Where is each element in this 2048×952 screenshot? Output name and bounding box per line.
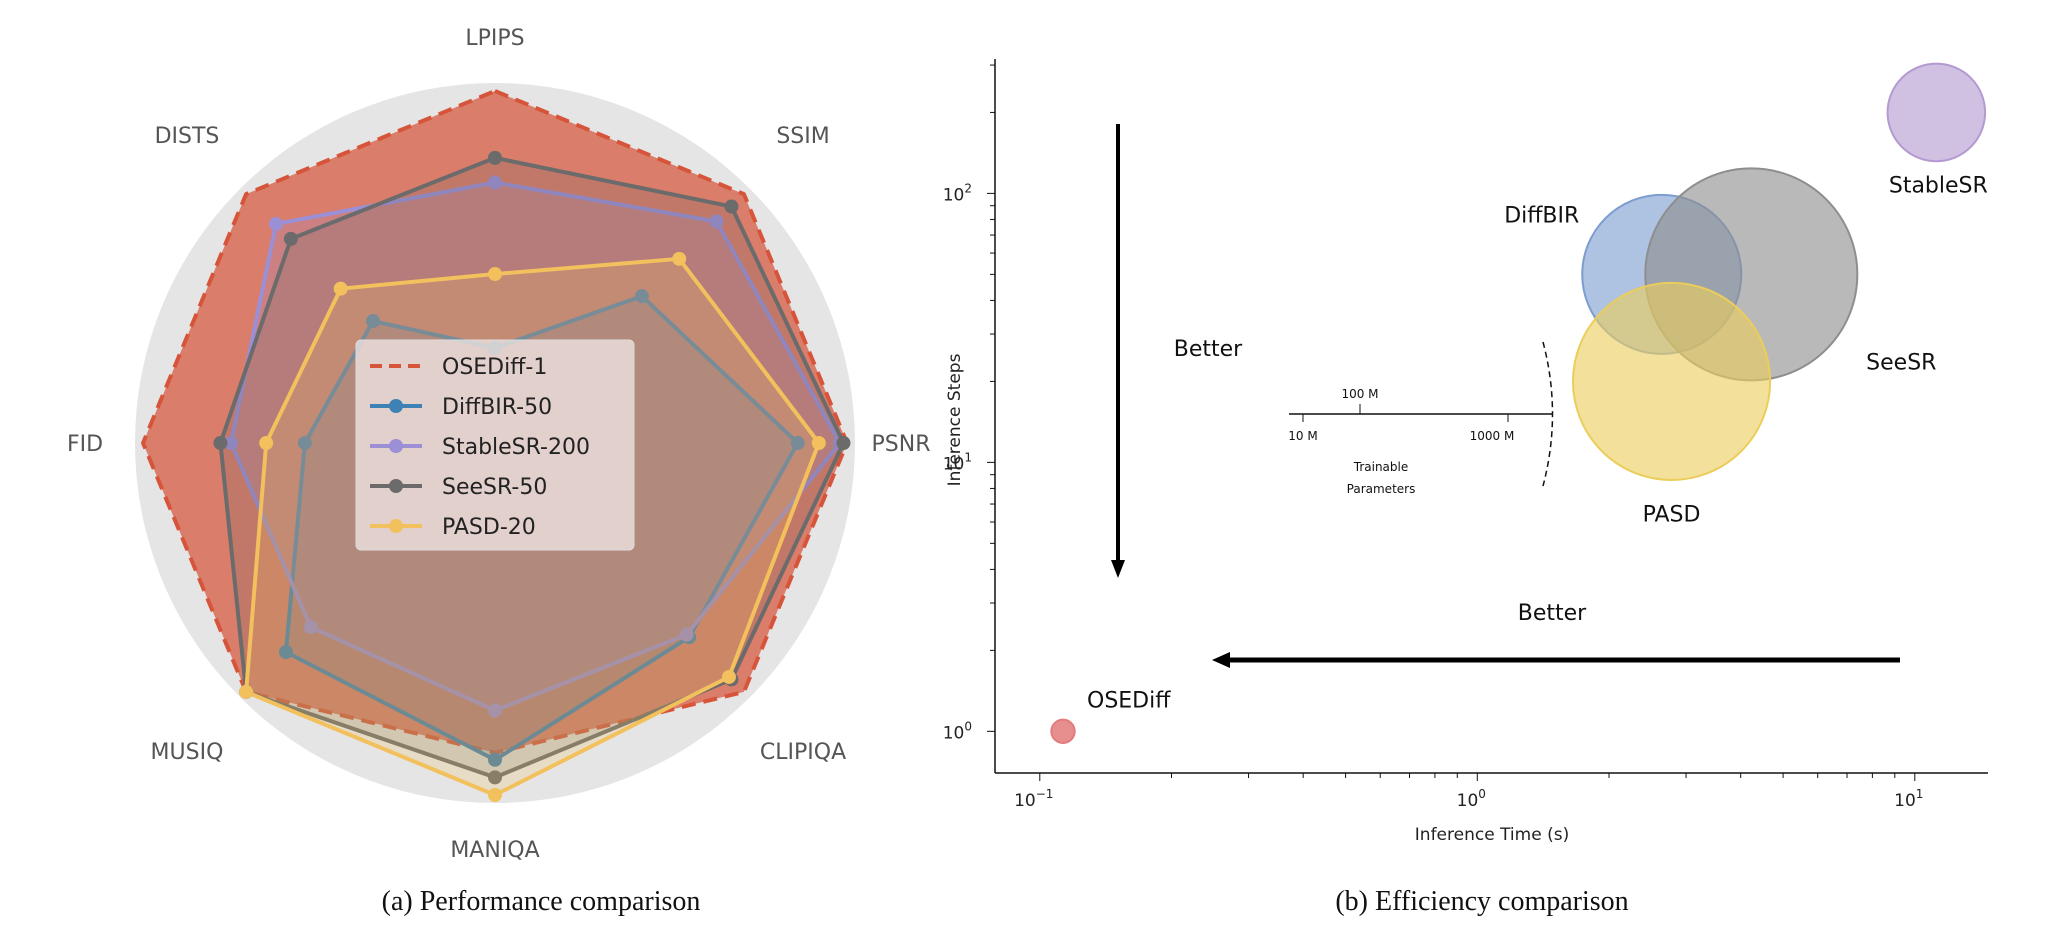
- radar-point-stablesr-200: [224, 436, 238, 450]
- caption-b: (b) Efficiency comparison: [1335, 886, 1628, 917]
- legend-marker: [389, 479, 403, 493]
- radar-point-stablesr-200: [488, 175, 502, 190]
- bubble-stablesr: [1886, 62, 1987, 163]
- caption-a: (a) Performance comparison: [382, 886, 701, 917]
- x-tick-label: 10−1: [1014, 787, 1053, 811]
- radar-point-seesr-50: [213, 436, 228, 450]
- legend-label: OSEDiff-1: [442, 355, 547, 380]
- size-legend-arc: [1542, 341, 1554, 487]
- radar-point-pasd-20: [488, 788, 502, 802]
- radar-axis-label: MUSIQ: [151, 740, 224, 765]
- radar-point-diffbir-50: [366, 314, 381, 329]
- radar-point-pasd-20: [333, 281, 348, 296]
- radar-point-pasd-20: [488, 267, 502, 282]
- radar-point-pasd-20: [239, 684, 254, 699]
- legend-marker: [389, 439, 403, 453]
- bubble-label-seesr: SeeSR: [1866, 350, 1936, 375]
- radar-point-pasd-20: [672, 251, 687, 266]
- legend-box: [355, 339, 635, 551]
- bubble-label-diffbir: DiffBIR: [1504, 203, 1579, 228]
- radar-point-seesr-50: [724, 199, 739, 214]
- legend-label: DiffBIR-50: [442, 395, 552, 420]
- size-legend: 10 M 100 M 1000 M Trainable Parameters: [1288, 341, 1554, 496]
- x-tick-label: 100: [1457, 787, 1486, 811]
- bubble-label-osediff: OSEDiff: [1087, 688, 1171, 713]
- radar-point-seesr-50: [488, 770, 502, 785]
- x-axis-label: Inference Time (s): [1415, 825, 1569, 845]
- size-legend-title-2: Parameters: [1347, 482, 1416, 496]
- legend-label: SeeSR-50: [442, 475, 547, 500]
- better-label-horizontal: Better: [1518, 601, 1587, 626]
- y-tick-label: 100: [943, 719, 972, 743]
- radar-chart: LPIPSSSIMPSNRCLIPIQAMANIQAMUSIQFIDDISTS …: [67, 26, 931, 863]
- radar-axis-label: DISTS: [155, 124, 220, 149]
- radar-point-diffbir-50: [297, 436, 312, 450]
- size-label-10m: 10 M: [1288, 429, 1317, 443]
- arrowhead-left: [1212, 652, 1230, 668]
- bubble-osediff: [1050, 718, 1076, 744]
- legend-label: PASD-20: [442, 515, 536, 540]
- radar-point-pasd-20: [259, 436, 274, 450]
- legend-label: StableSR-200: [442, 435, 590, 460]
- size-label-1000m: 1000 M: [1470, 429, 1515, 443]
- radar-axis-label: CLIPIQA: [760, 740, 846, 765]
- radar-point-stablesr-200: [709, 214, 724, 229]
- bubble-label-pasd: PASD: [1643, 502, 1701, 527]
- radar-point-stablesr-200: [488, 703, 502, 718]
- y-axis-label: Inference Steps: [945, 353, 965, 486]
- size-label-100m: 100 M: [1341, 387, 1378, 401]
- bubble-label-stablesr: StableSR: [1889, 173, 1988, 198]
- radar-axis-label: MANIQA: [450, 838, 539, 863]
- radar-point-stablesr-200: [679, 627, 694, 642]
- better-label-vertical: Better: [1174, 337, 1243, 362]
- x-tick-label: 101: [1894, 787, 1923, 811]
- radar-axis-label: FID: [67, 432, 103, 457]
- bubble-chart: OSEDiff StableSR DiffBIR SeeSR PASD 10−1 100 1…: [943, 59, 1988, 845]
- radar-point-seesr-50: [836, 436, 851, 450]
- legend-marker: [389, 519, 403, 533]
- radar-point-diffbir-50: [634, 289, 649, 304]
- arrowhead-down: [1111, 560, 1125, 578]
- radar-point-seesr-50: [488, 150, 502, 165]
- radar-point-diffbir-50: [278, 645, 293, 660]
- radar-point-pasd-20: [811, 436, 826, 450]
- radar-legend: OSEDiff-1 DiffBIR-50 StableSR-200 SeeSR-50 P…: [355, 339, 635, 551]
- radar-point-stablesr-200: [303, 620, 318, 635]
- radar-axis-label: SSIM: [776, 124, 829, 149]
- radar-axis-label: LPIPS: [465, 26, 524, 51]
- legend-marker: [389, 399, 403, 413]
- radar-point-seesr-50: [283, 231, 298, 246]
- radar-point-stablesr-200: [268, 216, 283, 231]
- bubble-pasd: [1571, 281, 1772, 481]
- y-tick-label: 102: [943, 181, 972, 205]
- radar-point-pasd-20: [721, 669, 736, 684]
- size-legend-title-1: Trainable: [1353, 460, 1408, 474]
- radar-point-diffbir-50: [790, 436, 805, 450]
- radar-point-diffbir-50: [488, 752, 502, 767]
- radar-axis-label: PSNR: [872, 432, 931, 457]
